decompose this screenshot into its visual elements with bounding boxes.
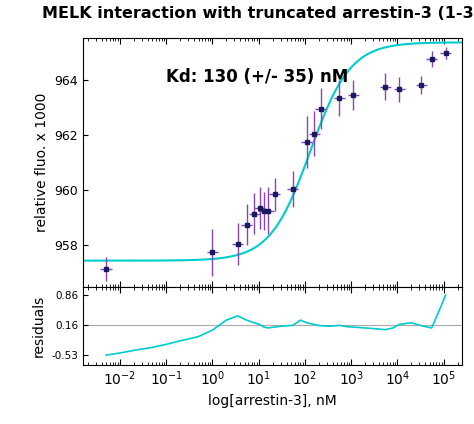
Text: Kd: 130 (+/- 35) nM: Kd: 130 (+/- 35) nM [166, 68, 348, 86]
X-axis label: log[arrestin-3], nM: log[arrestin-3], nM [208, 393, 337, 407]
Text: MELK interaction with truncated arrestin-3 (1-393): MELK interaction with truncated arrestin… [42, 6, 474, 21]
Y-axis label: relative fluo. x 1000: relative fluo. x 1000 [35, 93, 49, 232]
Y-axis label: residuals: residuals [32, 295, 46, 357]
